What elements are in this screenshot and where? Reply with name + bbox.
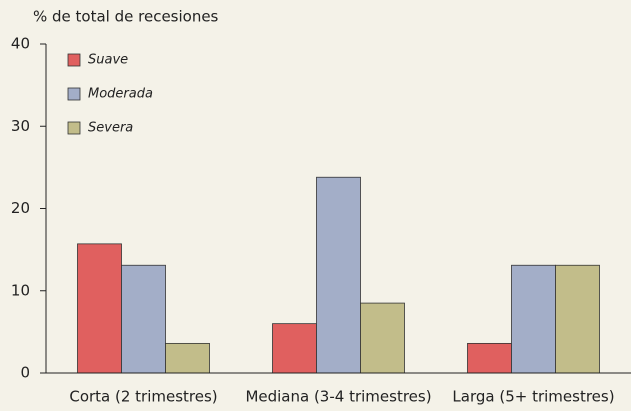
bar (165, 342, 210, 374)
bar (555, 264, 600, 374)
bar (360, 302, 405, 374)
y-tick-label: 30 (11, 117, 30, 135)
bar (316, 176, 361, 374)
y-tick-label: 20 (11, 199, 30, 217)
y-tick-label: 40 (11, 35, 30, 53)
bar (121, 264, 166, 374)
y-tick-label: 0 (20, 364, 30, 382)
bar (77, 243, 122, 374)
bar (511, 264, 556, 374)
legend-label: Suave (88, 53, 128, 68)
y-tick-label: 10 (11, 281, 30, 299)
legend-swatch (67, 53, 81, 67)
legend-swatch (67, 121, 81, 135)
x-tick-label: Mediana (3-4 trimestres) (245, 388, 431, 406)
legend-label: Moderada (88, 87, 153, 102)
bar (272, 323, 317, 374)
x-tick-label: Larga (5+ trimestres) (452, 388, 614, 406)
legend-swatch (67, 87, 81, 101)
y-axis-label: % de total de recesiones (33, 8, 219, 26)
x-tick-label: Corta (2 trimestres) (69, 388, 217, 406)
legend-label: Severa (88, 121, 133, 136)
bar (467, 342, 512, 374)
